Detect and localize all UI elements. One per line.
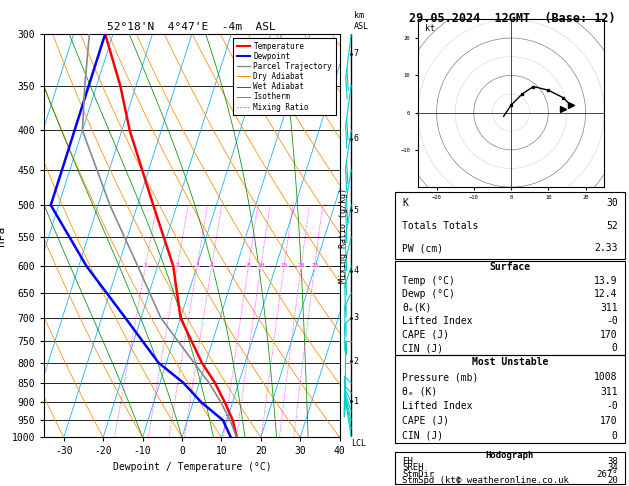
Text: 15: 15 bbox=[281, 263, 288, 268]
Text: SREH: SREH bbox=[402, 463, 423, 472]
Text: 2.33: 2.33 bbox=[594, 243, 618, 253]
Text: 20: 20 bbox=[298, 263, 305, 268]
Text: Surface: Surface bbox=[489, 262, 530, 273]
Text: EH: EH bbox=[402, 457, 413, 466]
Text: km
ASL: km ASL bbox=[354, 11, 369, 31]
Text: 1: 1 bbox=[143, 263, 147, 268]
Text: 12.4: 12.4 bbox=[594, 290, 618, 299]
Text: © weatheronline.co.uk: © weatheronline.co.uk bbox=[456, 476, 569, 485]
Text: 1008: 1008 bbox=[594, 372, 618, 382]
Text: θₑ (K): θₑ (K) bbox=[402, 387, 437, 397]
Text: 4: 4 bbox=[354, 266, 359, 275]
Text: 38: 38 bbox=[607, 457, 618, 466]
Text: 1: 1 bbox=[354, 397, 359, 406]
Text: 7: 7 bbox=[354, 49, 359, 58]
Text: 0: 0 bbox=[612, 344, 618, 353]
Text: 34: 34 bbox=[607, 463, 618, 472]
Text: 25: 25 bbox=[311, 263, 318, 268]
Text: -0: -0 bbox=[606, 316, 618, 327]
Text: 5: 5 bbox=[354, 206, 359, 215]
Text: kt: kt bbox=[425, 24, 435, 33]
Text: θₑ(K): θₑ(K) bbox=[402, 303, 431, 313]
Text: 10: 10 bbox=[257, 263, 265, 268]
Text: 6: 6 bbox=[354, 134, 359, 143]
Legend: Temperature, Dewpoint, Parcel Trajectory, Dry Adiabat, Wet Adiabat, Isotherm, Mi: Temperature, Dewpoint, Parcel Trajectory… bbox=[233, 38, 336, 115]
Text: Most Unstable: Most Unstable bbox=[472, 358, 548, 367]
Text: 8: 8 bbox=[247, 263, 250, 268]
Text: 52: 52 bbox=[606, 221, 618, 231]
Title: 52°18'N  4°47'E  -4m  ASL: 52°18'N 4°47'E -4m ASL bbox=[108, 22, 276, 32]
Text: 311: 311 bbox=[600, 303, 618, 313]
Text: -0: -0 bbox=[606, 401, 618, 411]
Text: Dewp (°C): Dewp (°C) bbox=[402, 290, 455, 299]
Bar bbox=[395, 355, 625, 443]
Text: 170: 170 bbox=[600, 416, 618, 426]
Text: LCL: LCL bbox=[352, 439, 367, 448]
Text: 3: 3 bbox=[196, 263, 199, 268]
Text: Temp (°C): Temp (°C) bbox=[402, 276, 455, 286]
X-axis label: Dewpoint / Temperature (°C): Dewpoint / Temperature (°C) bbox=[113, 462, 271, 472]
Text: 30: 30 bbox=[606, 198, 618, 208]
Text: 2: 2 bbox=[354, 357, 359, 366]
Text: Lifted Index: Lifted Index bbox=[402, 401, 472, 411]
Text: CAPE (J): CAPE (J) bbox=[402, 330, 449, 340]
Text: 311: 311 bbox=[600, 387, 618, 397]
Text: 267°: 267° bbox=[596, 469, 618, 479]
Text: Hodograph: Hodograph bbox=[486, 451, 534, 460]
Text: K: K bbox=[402, 198, 408, 208]
Text: CIN (J): CIN (J) bbox=[402, 431, 443, 440]
Text: 0: 0 bbox=[612, 431, 618, 440]
Text: CIN (J): CIN (J) bbox=[402, 344, 443, 353]
Text: CAPE (J): CAPE (J) bbox=[402, 416, 449, 426]
Text: 29.05.2024  12GMT  (Base: 12): 29.05.2024 12GMT (Base: 12) bbox=[409, 12, 616, 25]
Text: Totals Totals: Totals Totals bbox=[402, 221, 478, 231]
Text: StmSpd (kt): StmSpd (kt) bbox=[402, 476, 461, 485]
Text: Lifted Index: Lifted Index bbox=[402, 316, 472, 327]
Y-axis label: hPa: hPa bbox=[0, 226, 6, 246]
Text: 20: 20 bbox=[607, 476, 618, 485]
Text: StmDir: StmDir bbox=[402, 469, 434, 479]
Text: Pressure (mb): Pressure (mb) bbox=[402, 372, 478, 382]
Text: 13.9: 13.9 bbox=[594, 276, 618, 286]
Text: PW (cm): PW (cm) bbox=[402, 243, 443, 253]
Bar bbox=[395, 192, 625, 260]
Text: 4: 4 bbox=[210, 263, 214, 268]
Text: 3: 3 bbox=[354, 313, 359, 322]
Text: 170: 170 bbox=[600, 330, 618, 340]
Text: Mixing Ratio (g/kg): Mixing Ratio (g/kg) bbox=[340, 188, 348, 283]
Text: 2: 2 bbox=[175, 263, 179, 268]
Bar bbox=[395, 261, 625, 355]
